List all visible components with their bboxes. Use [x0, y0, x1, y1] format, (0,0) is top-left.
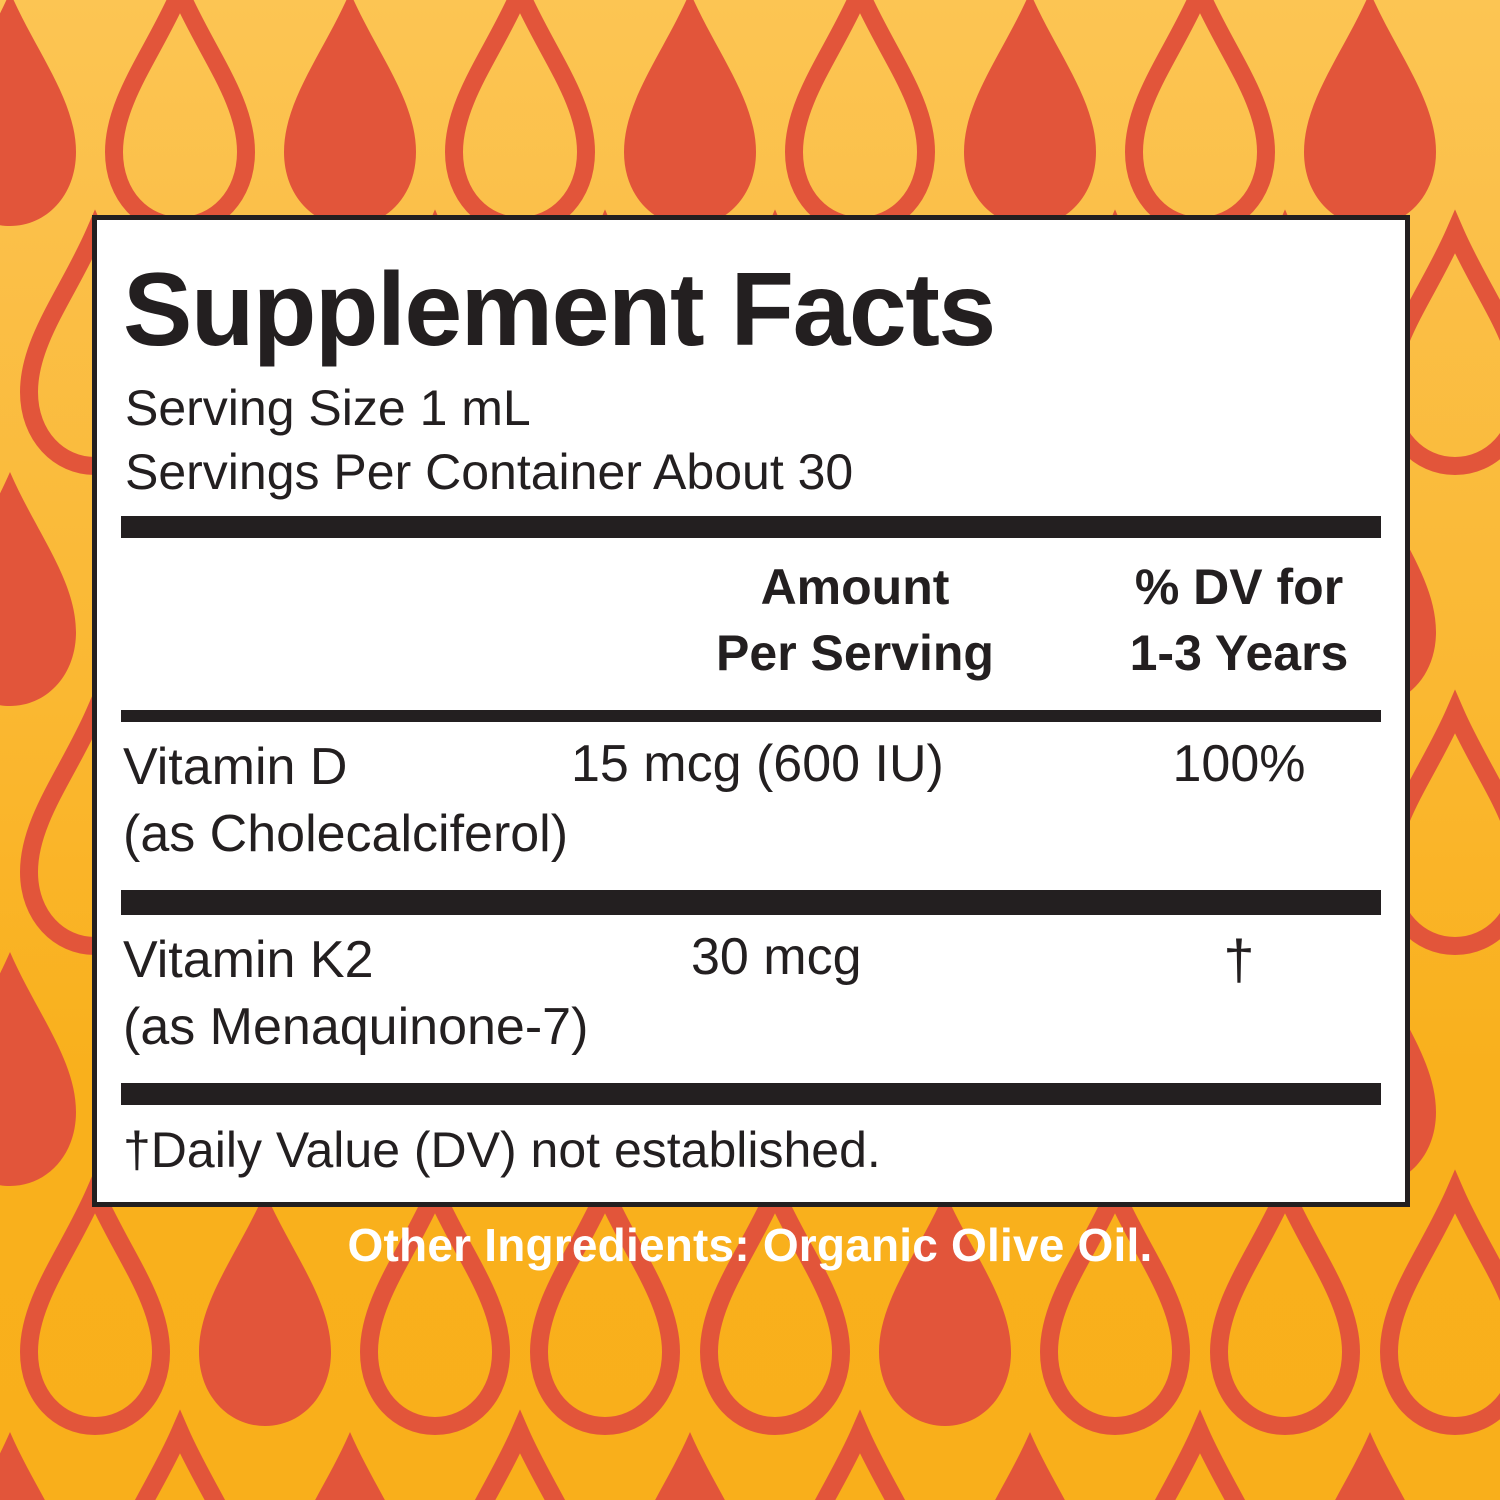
- servings-per-container: Servings Per Container About 30: [125, 444, 854, 500]
- rule-below-serving-info: [121, 516, 1381, 538]
- header-percent-dv: % DV for 1-3 Years: [1065, 554, 1413, 686]
- header-dv-line2: 1-3 Years: [1129, 625, 1349, 681]
- rule-below-header: [121, 710, 1381, 722]
- dv-vitamin-k2: †: [1223, 928, 1255, 991]
- serving-info: Serving Size 1 mL Servings Per Container…: [125, 376, 1381, 504]
- nutrient-label: Vitamin D: [123, 738, 348, 796]
- rule-above-footnote: [121, 1083, 1381, 1105]
- nutrient-source: (as Menaquinone-7): [123, 997, 589, 1056]
- nutrient-name-vitamin-d: Vitamin D (as Cholecalciferol): [123, 734, 568, 867]
- table-row-vitamin-k2: Vitamin K2 (as Menaquinone-7) 30 mcg †: [121, 915, 1381, 1083]
- panel-title: Supplement Facts: [123, 252, 996, 368]
- table-header-row: Amount Per Serving % DV for 1-3 Years: [121, 538, 1381, 710]
- amount-vitamin-k2: 30 mcg: [691, 928, 862, 986]
- rule-between-rows: [121, 890, 1381, 915]
- dv-vitamin-d: 100%: [1172, 735, 1306, 793]
- serving-size: Serving Size 1 mL: [125, 380, 531, 436]
- nutrient-label: Vitamin K2: [123, 931, 374, 989]
- table-row-vitamin-d: Vitamin D (as Cholecalciferol) 15 mcg (6…: [121, 722, 1381, 890]
- header-dv-line1: % DV for: [1134, 559, 1344, 615]
- header-amount-per-serving: Amount Per Serving: [645, 554, 1065, 686]
- supplement-facts-panel: Supplement Facts Serving Size 1 mL Servi…: [92, 215, 1410, 1207]
- other-ingredients-text: Other Ingredients: Organic Olive Oil.: [347, 1219, 1153, 1271]
- daily-value-footnote: †Daily Value (DV) not established.: [123, 1122, 881, 1178]
- nutrient-source: (as Cholecalciferol): [123, 804, 569, 863]
- amount-vitamin-d: 15 mcg (600 IU): [571, 735, 944, 793]
- header-amount-line1: Amount: [760, 559, 950, 615]
- nutrient-name-vitamin-k2: Vitamin K2 (as Menaquinone-7): [123, 927, 588, 1060]
- header-amount-line2: Per Serving: [716, 625, 994, 681]
